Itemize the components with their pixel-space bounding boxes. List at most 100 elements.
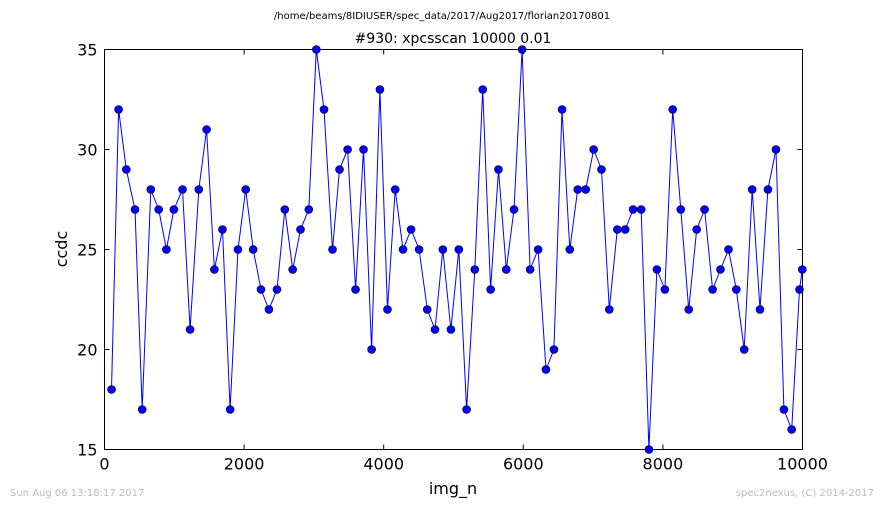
y-tick-label: 15 [77, 441, 97, 460]
y-tick-label: 25 [77, 241, 97, 260]
data-point [241, 185, 251, 194]
data-point [264, 305, 274, 314]
x-tick-label: 0 [99, 455, 109, 474]
data-point [573, 185, 583, 194]
chart-suptitle: /home/beams/8IDIUSER/spec_data/2017/Aug2… [274, 11, 610, 22]
y-tick-label: 30 [77, 141, 97, 160]
data-point [296, 225, 305, 234]
footer-credit: spec2nexus, (C) 2014-2017 [735, 488, 874, 499]
x-tick-label: 10000 [777, 455, 828, 474]
data-point [557, 105, 567, 114]
data-point [660, 285, 670, 294]
data-point [194, 185, 204, 194]
data-point [541, 365, 551, 374]
data-point [501, 265, 511, 274]
data-point [620, 225, 630, 234]
data-point [107, 385, 116, 394]
data-point [636, 205, 646, 214]
data-point [218, 225, 227, 234]
data-point [486, 285, 495, 294]
data-point [335, 165, 344, 174]
y-tick-label: 35 [77, 41, 97, 60]
data-point [668, 105, 677, 114]
data-point [210, 265, 219, 274]
data-point [589, 145, 598, 154]
data-point [406, 225, 416, 234]
data-point [446, 325, 456, 334]
data-point [430, 325, 440, 334]
y-axis-label: ccdc [52, 231, 71, 268]
data-point [763, 185, 773, 194]
footer-timestamp: Sun Aug 06 13:18:17 2017 [10, 488, 145, 499]
data-point [652, 265, 662, 274]
data-point [708, 285, 717, 294]
data-point [162, 245, 171, 254]
data-point [739, 345, 749, 354]
data-point [478, 85, 488, 94]
data-point [248, 245, 258, 254]
chart-title: #930: xpcsscan 10000 0.01 [355, 31, 552, 47]
data-point [351, 285, 360, 294]
data-point [779, 405, 789, 414]
data-point [797, 265, 807, 274]
data-point [795, 285, 804, 294]
data-point [225, 405, 235, 414]
plot-frame [104, 49, 803, 450]
data-point [202, 125, 211, 134]
y-tick-label: 20 [77, 341, 97, 360]
data-point [700, 205, 709, 214]
data-point [771, 145, 781, 154]
data-point [462, 405, 471, 414]
data-point [328, 245, 337, 254]
data-point [549, 345, 559, 354]
data-point [676, 205, 686, 214]
data-point [185, 325, 195, 334]
x-tick-label: 6000 [503, 455, 544, 474]
data-point [375, 85, 385, 94]
data-point [304, 205, 314, 214]
data-point [628, 205, 638, 214]
x-tick-label: 8000 [643, 455, 684, 474]
data-point [312, 45, 321, 54]
data-point [494, 165, 503, 174]
data-point [692, 225, 701, 234]
x-tick-label: 2000 [224, 455, 265, 474]
data-point [343, 145, 352, 154]
data-point [367, 345, 376, 354]
data-point [724, 245, 733, 254]
data-point [398, 245, 408, 254]
data-point [137, 405, 147, 414]
data-point [684, 305, 694, 314]
data-point [747, 185, 757, 194]
data-point [233, 245, 243, 254]
data-point [154, 205, 163, 214]
data-point [422, 305, 432, 314]
data-point [288, 265, 297, 274]
data-point [604, 305, 614, 314]
data-point [146, 185, 156, 194]
data-point [755, 305, 765, 314]
data-point [272, 285, 282, 294]
data-point [130, 205, 140, 214]
data-point [280, 205, 290, 214]
x-tick-label: 4000 [363, 455, 404, 474]
data-point [613, 225, 622, 234]
data-point [787, 425, 796, 434]
data-point [509, 205, 519, 214]
data-point [644, 445, 654, 454]
data-point [470, 265, 480, 274]
data-point [178, 185, 187, 194]
x-axis-label: img_n [429, 479, 477, 499]
data-point [454, 245, 464, 254]
data-point [114, 105, 123, 114]
data-point [517, 45, 527, 54]
data-point [716, 265, 725, 274]
data-point [581, 185, 591, 194]
data-point [533, 245, 543, 254]
data-point [256, 285, 266, 294]
data-point [169, 205, 179, 214]
data-point [565, 245, 575, 254]
data-point [732, 285, 741, 294]
data-point [359, 145, 368, 154]
